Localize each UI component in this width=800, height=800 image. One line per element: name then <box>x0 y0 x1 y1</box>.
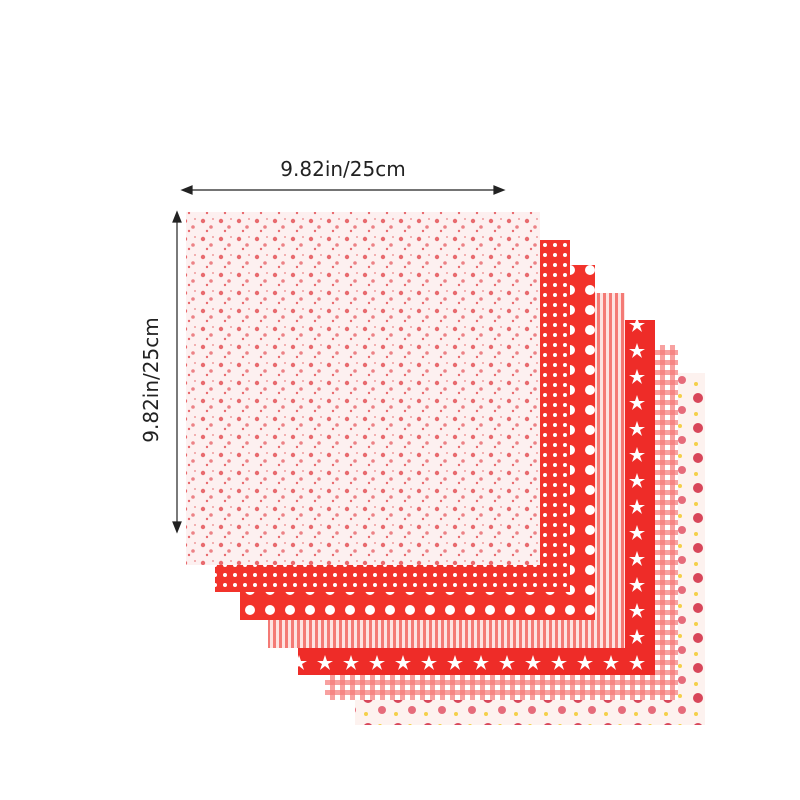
dimension-arrows <box>172 185 506 534</box>
arrow-head <box>493 185 506 195</box>
fabric-floral <box>186 212 540 565</box>
arrow-head <box>180 185 193 195</box>
fabric-stack <box>186 212 705 725</box>
arrow-head <box>172 521 182 534</box>
width-label: 9.82in/25cm <box>280 157 405 181</box>
height-label: 9.82in/25cm <box>139 317 163 442</box>
arrow-head <box>172 210 182 223</box>
